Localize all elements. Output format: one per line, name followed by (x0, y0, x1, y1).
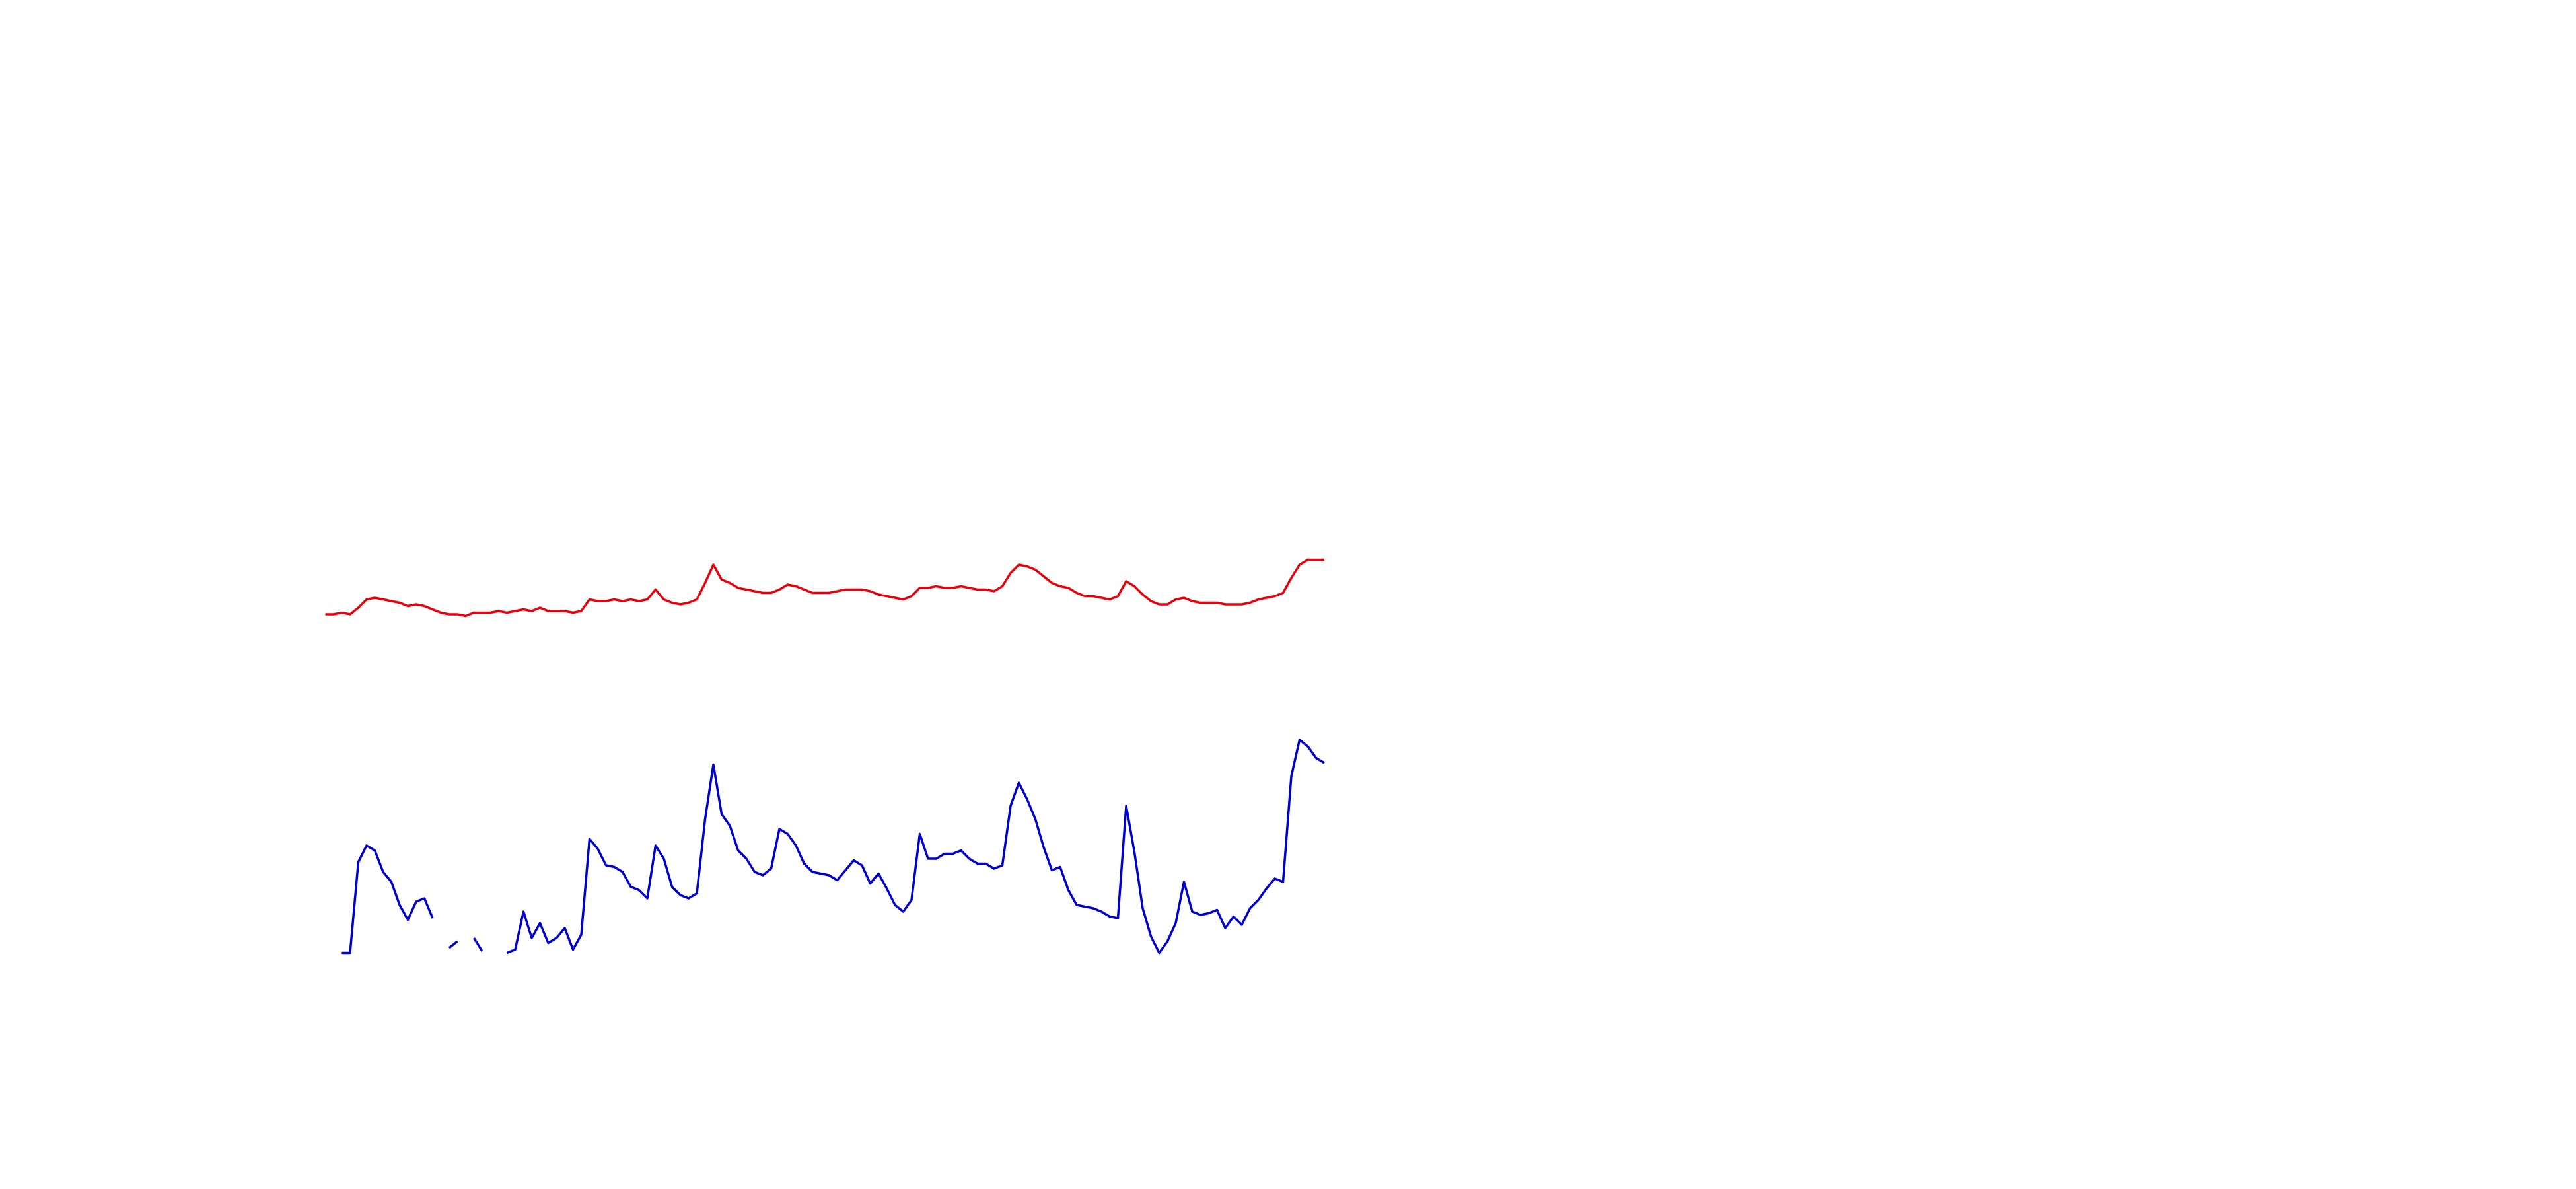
line-series (341, 739, 1325, 955)
line-series (325, 558, 1324, 618)
